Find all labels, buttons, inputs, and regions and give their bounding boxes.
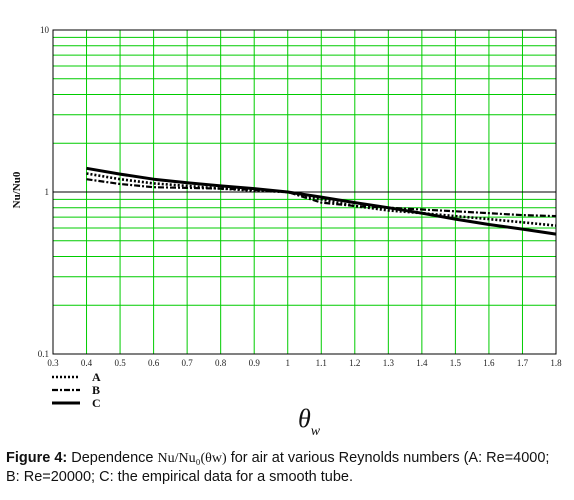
x-axis-label-subscript: w [311,424,321,439]
x-tick-labels: 0.3 0.4 0.5 0.6 0.7 0.8 0.9 1 1.1 1.2 1.3 1.4 1.5 1.6… [47,358,562,368]
caption-label: Figure 4: [6,450,68,466]
x-axis-label-theta: θ [298,404,311,433]
chart: 0.3 0.4 0.5 0.6 0.7 0.8 0.9 1 1.1 1.2 1.3 1.4 1.5 1.6… [11,25,562,439]
x-tick-label: 1.2 [349,358,360,368]
x-tick-label: 0.3 [47,358,59,368]
caption-text-before: Dependence [67,450,158,466]
x-tick-label: 1.3 [383,358,395,368]
legend-label-A: A [92,370,101,384]
y-tick-label: 1 [45,187,50,197]
x-tick-label: 1.1 [316,358,327,368]
x-tick-label: 1.7 [517,358,529,368]
y-tick-labels: 0.1 1 10 [38,25,50,359]
x-tick-label: 0.5 [114,358,126,368]
y-axis-label: Nu/Nu0 [11,171,23,208]
x-tick-label: 1.6 [483,358,495,368]
chart-series [86,166,557,236]
x-tick-label: 1.5 [450,358,462,368]
caption-text-after: for air at various Reynolds numbers (A: … [6,450,550,485]
series-line-C [86,166,557,236]
legend-label-C: C [92,396,101,410]
figure-caption: Figure 4: Dependence Nu/Nu₀(θw) for air … [6,449,566,486]
plot-frame [52,29,557,355]
y-tick-label: 10 [40,25,50,35]
x-tick-label: 0.7 [182,358,194,368]
x-tick-label: 1 [285,358,290,368]
x-tick-label: 0.9 [249,358,261,368]
caption-math: Nu/Nu₀(θw) [157,451,227,466]
series-line-A [86,172,557,227]
y-tick-label: 0.1 [38,349,49,359]
x-tick-label: 0.8 [215,358,227,368]
legend: ABC [52,370,101,410]
series-line-B [86,178,557,218]
x-tick-label: 1.8 [550,358,562,368]
x-tick-label: 0.6 [148,358,160,368]
x-axis-label: θw [298,404,321,439]
x-tick-label: 1.4 [416,358,428,368]
legend-label-B: B [92,383,100,397]
x-tick-label: 0.4 [81,358,93,368]
